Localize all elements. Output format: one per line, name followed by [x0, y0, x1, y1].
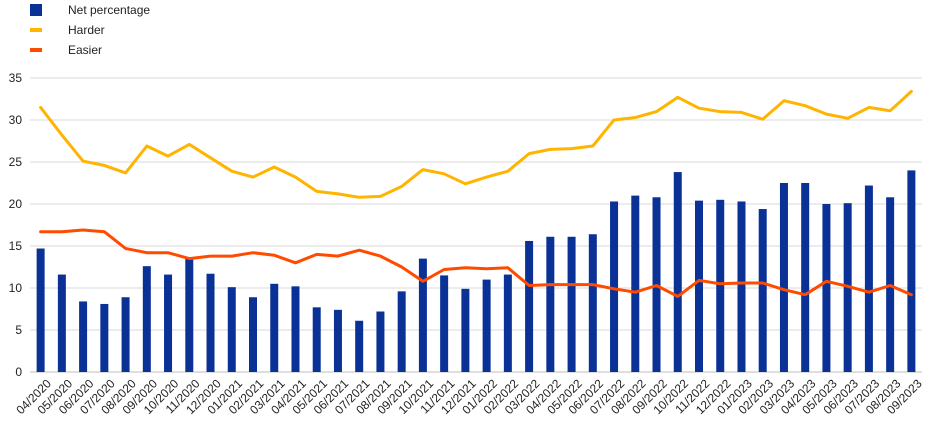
- y-tick-label: 5: [15, 323, 22, 337]
- y-tick-label: 25: [9, 155, 23, 169]
- bar: [695, 200, 703, 372]
- legend-item: Net percentage: [30, 0, 150, 20]
- bar: [142, 266, 151, 372]
- y-tick-label: 30: [9, 113, 23, 127]
- bar: [779, 183, 788, 372]
- bar: [249, 297, 257, 372]
- bar: [227, 287, 236, 372]
- bar: [312, 307, 321, 372]
- bar: [588, 234, 597, 372]
- bar: [567, 236, 576, 372]
- bar: [822, 204, 831, 372]
- bar: [631, 195, 640, 372]
- bar: [418, 258, 427, 372]
- bar: [206, 273, 215, 372]
- bar: [185, 257, 194, 372]
- bar: [525, 240, 534, 372]
- y-tick-label: 20: [9, 197, 23, 211]
- bar: [57, 274, 66, 372]
- bar: [503, 274, 512, 372]
- bar: [737, 201, 746, 372]
- bar: [864, 185, 873, 372]
- bar: [440, 275, 449, 372]
- bar: [397, 291, 406, 372]
- bar: [610, 201, 619, 372]
- legend-swatch: [30, 48, 42, 52]
- bar: [801, 183, 810, 372]
- bar: [716, 199, 725, 372]
- series-line: [39, 89, 913, 199]
- bar: [291, 286, 300, 372]
- legend-item: Easier: [30, 40, 150, 60]
- bar: [333, 309, 342, 372]
- legend-label: Easier: [68, 43, 103, 57]
- bar: [100, 303, 109, 372]
- y-tick-label: 35: [9, 71, 23, 85]
- bar: [461, 288, 470, 372]
- y-tick-label: 15: [9, 239, 23, 253]
- y-tick-label: 10: [9, 281, 23, 295]
- legend-swatch: [30, 28, 42, 32]
- bar: [36, 248, 45, 372]
- bar: [758, 209, 767, 372]
- y-tick-label: 0: [15, 365, 22, 379]
- bar: [546, 236, 555, 372]
- legend-label: Harder: [68, 23, 105, 37]
- bar: [376, 311, 385, 372]
- bar: [673, 172, 682, 372]
- series-line: [39, 228, 913, 298]
- bar: [270, 283, 279, 372]
- legend-swatch: [30, 4, 42, 16]
- legend-label: Net percentage: [68, 3, 151, 17]
- bar: [907, 170, 916, 372]
- bar: [121, 297, 130, 372]
- legend-item: Harder: [30, 20, 150, 40]
- bar: [164, 274, 173, 372]
- bar: [482, 279, 491, 372]
- bar: [355, 320, 364, 372]
- chart-legend: Net percentage Harder Easier: [30, 0, 150, 60]
- bar: [79, 301, 88, 372]
